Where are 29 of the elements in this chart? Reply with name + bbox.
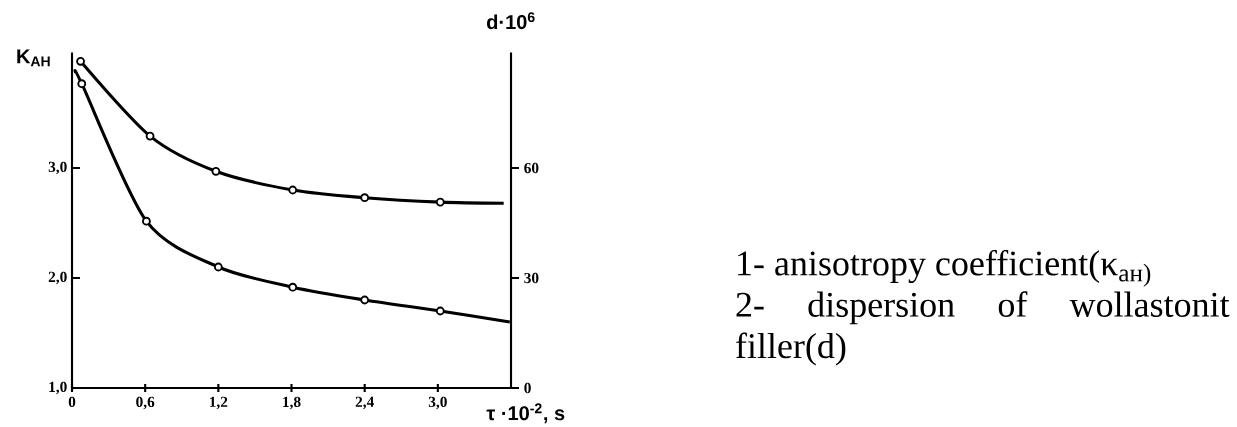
point xyxy=(360,295,370,305)
x-tick-label: 1,8 xyxy=(283,396,301,410)
y-tick-label: 1,0 xyxy=(49,381,67,395)
x-tick-label: 1,2 xyxy=(210,396,228,410)
y2-tick-label: 60 xyxy=(524,162,539,174)
y2-tick-label: 0 xyxy=(524,382,531,394)
point xyxy=(288,282,298,292)
x-tick-label: 3,0 xyxy=(428,396,447,410)
point xyxy=(288,185,298,195)
point xyxy=(213,262,223,272)
y-tick-label: 2,0 xyxy=(48,271,67,285)
x-tick-label: 0 xyxy=(68,396,76,408)
point xyxy=(211,166,221,176)
text: 1- anisotropy coefficient(κ$_{ан)}$ xyxy=(738,249,1151,287)
point xyxy=(435,197,445,207)
text: 2- dispersion of wollastonit filler(d) xyxy=(736,291,1230,366)
x-axis-title: τ ·10$^{-2}$, s xyxy=(486,403,565,424)
point xyxy=(141,216,151,226)
point xyxy=(77,79,87,89)
point xyxy=(145,131,155,141)
y2-tick-label: 30 xyxy=(524,272,539,284)
y-tick-label: 3,0 xyxy=(48,161,67,175)
point xyxy=(435,306,445,316)
y2-axis-title: d·10$^{6}$ xyxy=(487,12,535,30)
x-tick-label: 2,4 xyxy=(355,396,374,410)
point xyxy=(76,56,85,66)
x-tick-label: 0,6 xyxy=(136,396,155,410)
y-axis-title: K$_{AH}$ xyxy=(17,49,50,67)
point xyxy=(360,193,370,203)
